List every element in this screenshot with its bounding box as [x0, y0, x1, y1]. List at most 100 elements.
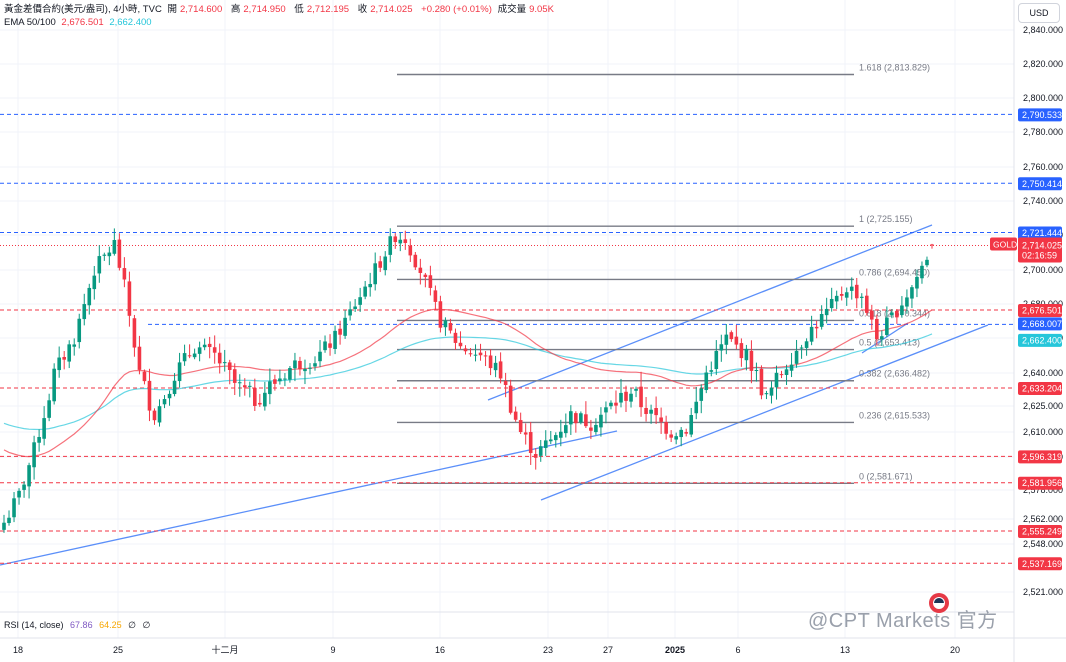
price-tag-label: 2,537.169 — [1022, 559, 1062, 569]
candle-body — [217, 352, 222, 364]
candle-body — [789, 364, 794, 371]
price-tag-label: 2,633.204 — [1022, 383, 1062, 393]
candle-body — [308, 367, 312, 369]
candle — [759, 365, 764, 400]
candle-body — [117, 239, 122, 268]
candle-body — [759, 368, 764, 396]
price-tag: 2,790.533 — [1018, 108, 1062, 122]
candle — [373, 252, 377, 291]
candle-body — [533, 454, 538, 458]
candle-body — [634, 388, 638, 391]
ema50-polyline — [3, 308, 933, 458]
candle-body — [137, 346, 142, 370]
fib-level-label: 0.618 (2,670.344) — [859, 308, 930, 318]
rsi-ma-value: 64.25 — [99, 620, 122, 630]
time-tick-label: 20 — [950, 645, 960, 655]
candle-body — [764, 393, 769, 395]
candle — [854, 277, 859, 309]
support-trendline — [0, 430, 618, 566]
candle-body — [273, 379, 277, 384]
price-tag: 2,750.414 — [1018, 177, 1062, 191]
candle — [328, 334, 332, 356]
candle-body — [910, 287, 914, 299]
price-tag-bg — [1018, 303, 1062, 317]
candle — [905, 289, 909, 314]
candle — [915, 269, 919, 298]
candle — [523, 423, 528, 445]
candle — [263, 381, 267, 411]
price-tag-label: 2,721.444 — [1022, 228, 1062, 238]
candle — [363, 280, 367, 300]
symbol-tag-label: GOLD — [993, 239, 1017, 249]
candle — [17, 488, 21, 505]
candle-body — [132, 318, 137, 348]
candle-body — [609, 402, 613, 407]
candle — [197, 341, 202, 362]
candle — [293, 352, 297, 382]
candle-body — [518, 420, 523, 433]
candle — [87, 283, 92, 315]
candle — [614, 390, 618, 414]
candle — [649, 404, 653, 424]
candle — [237, 374, 242, 397]
candle — [177, 352, 182, 388]
high-value: 2,714.950 — [243, 4, 286, 15]
candle-body — [338, 328, 342, 335]
candle-body — [87, 287, 92, 306]
candle — [187, 344, 192, 359]
candle-body — [2, 522, 6, 530]
candle — [112, 228, 117, 256]
candle — [403, 230, 408, 250]
fibonacci-retracement: 1.618 (2,813.829) 1 (2,725.155) 0.786 (2,6… — [397, 62, 930, 484]
candle — [594, 418, 598, 435]
candle — [443, 317, 448, 336]
candle — [804, 338, 809, 356]
candle — [619, 378, 623, 408]
candle — [624, 385, 628, 412]
candle-body — [498, 361, 503, 379]
candle — [704, 365, 709, 394]
candle-body — [644, 407, 648, 415]
candle-body — [27, 465, 31, 487]
price-tag-bg — [1018, 557, 1062, 571]
candle — [147, 368, 152, 422]
candle — [880, 330, 884, 346]
candle — [122, 257, 127, 288]
change-value: +0.280 (+0.01%) — [421, 4, 492, 15]
candle-body — [107, 252, 112, 257]
candle-body — [553, 435, 558, 441]
candle-body — [905, 297, 909, 307]
candle — [418, 258, 423, 285]
candle-body — [679, 429, 683, 438]
price-tag-label: 2,750.414 — [1022, 179, 1062, 189]
candle — [212, 335, 217, 364]
time-tick-label: 13 — [840, 645, 850, 655]
candle — [814, 320, 819, 339]
time-tick-label: 十二月 — [211, 644, 238, 655]
candle-body — [157, 406, 162, 423]
candle-body — [844, 292, 849, 298]
candle — [92, 265, 97, 300]
fib-level-label: 0.382 (2,636.482) — [859, 369, 930, 379]
low-value: 2,712.195 — [306, 4, 350, 15]
candle — [694, 386, 699, 420]
candle — [378, 255, 383, 273]
candle-body — [278, 378, 282, 382]
candle-body — [62, 356, 66, 360]
candle — [659, 407, 663, 434]
rsi-legend[interactable]: RSI (14, close) 67.86 64.25 ∅ ∅ — [4, 620, 154, 631]
price-tick-label: 2,820.000 — [1023, 59, 1063, 69]
price-tick-label: 2,610.000 — [1023, 427, 1063, 437]
rsi-label: RSI (14, close) — [4, 620, 64, 630]
price-tick-label: 2,521.000 — [1023, 587, 1063, 597]
time-tick-label: 23 — [543, 645, 553, 655]
time-tick-label: 25 — [113, 645, 123, 655]
candle-body — [142, 371, 147, 382]
candle — [574, 411, 578, 433]
candle-body — [222, 362, 227, 364]
candle-body — [343, 317, 347, 336]
candle-body — [880, 336, 884, 340]
ema-legend[interactable]: EMA 50/100 2,676.501 2,662.400 — [4, 17, 155, 29]
currency-button[interactable]: USD — [1018, 3, 1060, 23]
